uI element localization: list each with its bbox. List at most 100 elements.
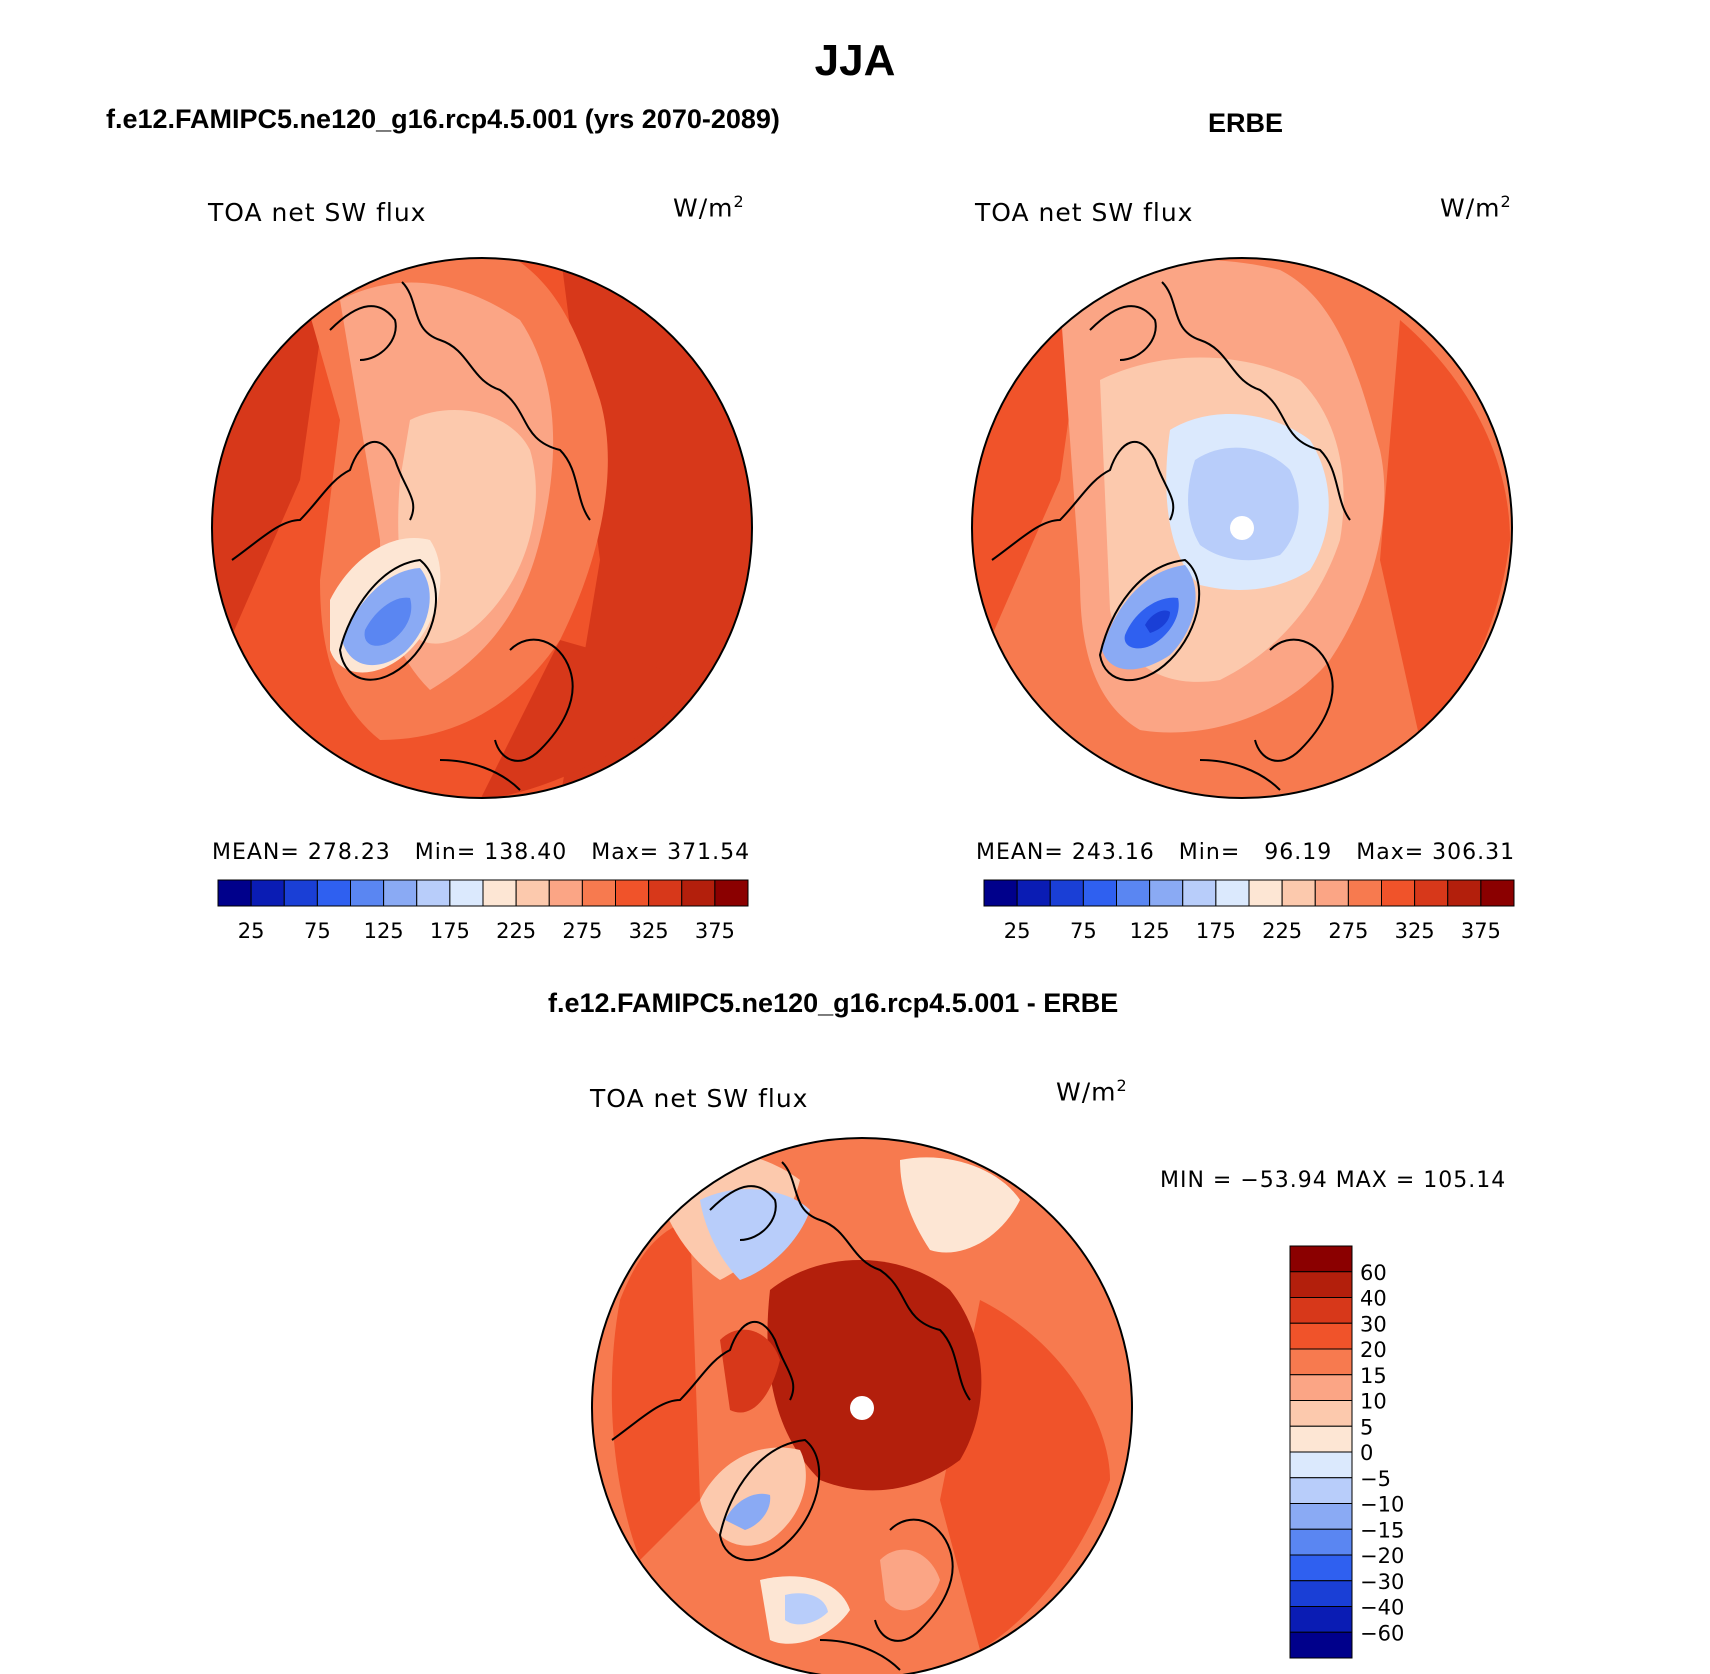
mean-label: MEAN= bbox=[976, 840, 1064, 865]
min-label: Min= bbox=[414, 840, 477, 865]
colorbar-swatch bbox=[1289, 1322, 1353, 1350]
colorbar-swatch bbox=[1289, 1425, 1353, 1453]
colorbar-tick-label: 5 bbox=[1360, 1415, 1373, 1439]
colorbar-model: 25 75 125 175 225 275 325 375 bbox=[217, 879, 749, 943]
colorbar-tick-label: 375 bbox=[1461, 919, 1501, 943]
colorbar-tick-label: 125 bbox=[364, 919, 404, 943]
colorbar-tick-label: 75 bbox=[1070, 919, 1097, 943]
colorbar-tick-label: −60 bbox=[1360, 1621, 1404, 1645]
colorbar-tick-label: 175 bbox=[1196, 919, 1236, 943]
colorbar-tick-label: 75 bbox=[304, 919, 331, 943]
colorbar-tick-label: 375 bbox=[695, 919, 735, 943]
min-value: 96.19 bbox=[1264, 840, 1333, 865]
colorbar-swatch bbox=[416, 879, 451, 907]
colorbar-swatch bbox=[1016, 879, 1051, 907]
field-region-greenland-blue bbox=[725, 1493, 771, 1530]
stats-model: MEAN= 278.23 Min= 138.40 Max= 371.54 bbox=[212, 840, 750, 865]
colorbar-tick-label: 325 bbox=[1395, 919, 1435, 943]
colorbar-swatch bbox=[1289, 1271, 1353, 1298]
colorbar-tick-label: 20 bbox=[1360, 1338, 1387, 1362]
field-region-east bbox=[940, 1300, 1110, 1650]
colorbar-swatch bbox=[1289, 1580, 1353, 1607]
panel-title-obs: ERBE bbox=[1208, 108, 1284, 138]
colorbar-swatch bbox=[648, 879, 683, 907]
coast-greenland bbox=[718, 1438, 821, 1562]
colorbar-swatch bbox=[581, 879, 616, 907]
colorbar-tick-label: −15 bbox=[1360, 1518, 1404, 1542]
panel-title-diff: f.e12.FAMIPC5.ne120_g16.rcp4.5.001 - ERB… bbox=[548, 988, 1119, 1018]
colorbar-swatch bbox=[250, 879, 285, 907]
field-region-southwest bbox=[611, 1220, 700, 1560]
coast-canada bbox=[991, 440, 1175, 561]
field-region-iceland-blue bbox=[785, 1593, 828, 1625]
colorbar-tick-label: 325 bbox=[629, 919, 669, 943]
colorbar-swatch bbox=[1289, 1400, 1353, 1427]
colorbar-swatch bbox=[681, 879, 716, 907]
colorbar-swatch bbox=[983, 879, 1018, 907]
colorbar-tick-label: 60 bbox=[1360, 1261, 1387, 1285]
variable-label-obs: TOA net SW flux bbox=[975, 198, 1194, 227]
units-label-model: W/m2 bbox=[673, 192, 745, 223]
colorbar-swatch bbox=[482, 879, 517, 907]
colorbar-swatch bbox=[350, 879, 385, 907]
colorbar-swatch bbox=[548, 879, 583, 907]
colorbar-swatch bbox=[1289, 1554, 1353, 1582]
colorbar-swatch bbox=[1447, 879, 1482, 907]
field-region-canada bbox=[720, 1329, 780, 1413]
minmax-diff: MIN = −53.94 MAX = 105.14 bbox=[1160, 1168, 1507, 1193]
max-label: Max= bbox=[591, 840, 660, 865]
colorbar-swatch bbox=[714, 879, 749, 907]
colorbar-tick-label: 25 bbox=[238, 919, 265, 943]
variable-label-diff: TOA net SW flux bbox=[590, 1084, 809, 1113]
colorbar-swatch bbox=[1289, 1245, 1353, 1273]
mean-value: 243.16 bbox=[1071, 840, 1155, 865]
colorbar-tick-label: −5 bbox=[1360, 1467, 1391, 1491]
field-region-east bbox=[1380, 320, 1510, 740]
colorbar-swatch bbox=[1289, 1503, 1353, 1530]
coast-greenland bbox=[1098, 558, 1201, 682]
colorbar-tick-label: 10 bbox=[1360, 1390, 1387, 1414]
colorbar-swatch bbox=[316, 879, 351, 907]
coast-asia-north bbox=[781, 1161, 971, 1401]
field-region-greenland-core bbox=[364, 597, 412, 646]
colorbar-tick-label: 225 bbox=[496, 919, 536, 943]
colorbar-swatch bbox=[1289, 1297, 1353, 1324]
colorbar-swatch bbox=[217, 879, 252, 907]
max-value: 371.54 bbox=[667, 840, 751, 865]
field-region-southeast bbox=[480, 640, 700, 798]
colorbar-swatch bbox=[1289, 1374, 1353, 1401]
colorbar-swatch bbox=[1289, 1477, 1353, 1504]
coastlines-obs bbox=[991, 281, 1351, 791]
pole-mask-obs bbox=[1230, 516, 1254, 540]
colorbar-tick-label: 15 bbox=[1360, 1364, 1387, 1388]
panel-title-model: f.e12.FAMIPC5.ne120_g16.rcp4.5.001 (yrs … bbox=[106, 104, 780, 134]
map-obs bbox=[972, 258, 1512, 798]
colorbar-swatch bbox=[1347, 879, 1382, 907]
min-value: 138.40 bbox=[484, 840, 568, 865]
coast-alaska bbox=[709, 1185, 777, 1241]
colorbar-tick-label: 175 bbox=[430, 919, 470, 943]
colorbar-swatch bbox=[1381, 879, 1416, 907]
pole-mask-diff bbox=[850, 1396, 874, 1420]
colorbar-swatch bbox=[283, 879, 318, 907]
map-outline-model bbox=[211, 257, 753, 799]
coast-alaska bbox=[1089, 305, 1157, 361]
colorbar-swatch bbox=[1289, 1631, 1353, 1659]
colorbar-tick-label: 40 bbox=[1360, 1287, 1387, 1311]
colorbar-tick-label: 125 bbox=[1130, 919, 1170, 943]
map-outline-obs bbox=[971, 257, 1513, 799]
colorbar-swatch bbox=[1289, 1606, 1353, 1633]
coast-scandinavia bbox=[874, 1518, 954, 1642]
colorbar-tick-label: 25 bbox=[1004, 919, 1031, 943]
colorbar-swatch bbox=[1314, 879, 1349, 907]
figure-title: JJA bbox=[814, 36, 896, 85]
coast-greenland bbox=[338, 558, 437, 681]
field-region-arctic bbox=[1188, 447, 1299, 561]
field-region-north-blue bbox=[700, 1189, 810, 1280]
variable-label-model: TOA net SW flux bbox=[208, 198, 427, 227]
colorbar-swatch bbox=[1215, 879, 1250, 907]
colorbar-tick-label: 275 bbox=[1328, 919, 1368, 943]
colorbar-swatch bbox=[1248, 879, 1283, 907]
coast-europe bbox=[819, 1639, 901, 1671]
